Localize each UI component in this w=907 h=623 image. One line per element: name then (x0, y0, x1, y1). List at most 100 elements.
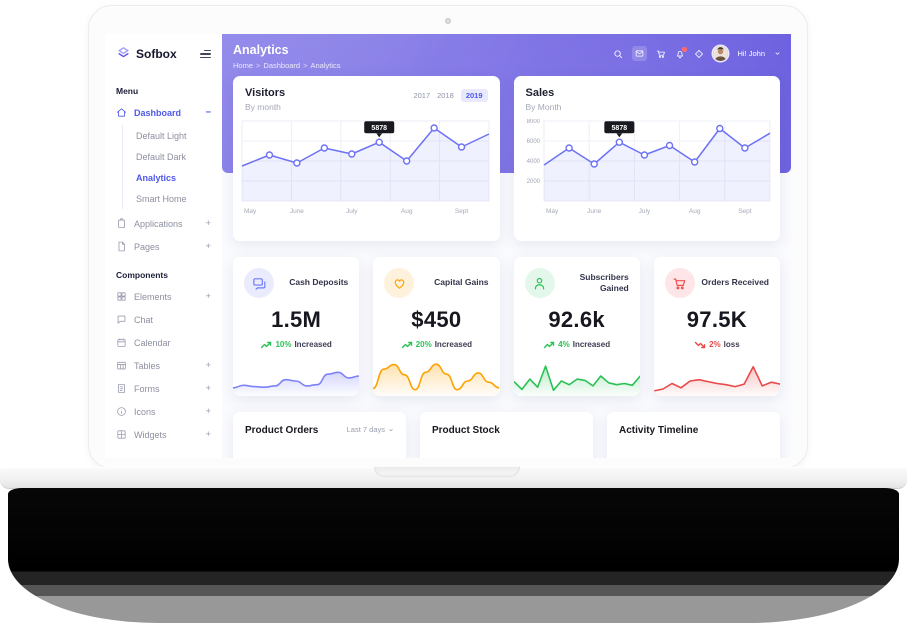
sales-line-chart: 2000 4000 6000 8000 May June July Aug Sept 5878 (526, 119, 770, 215)
user-menu-chevron[interactable] (774, 50, 781, 57)
sidebar-item-label: Dashboard (134, 107, 182, 118)
breadcrumb-dashboard[interactable]: Dashboard (263, 61, 301, 70)
header-icons: Hi! John (613, 46, 781, 61)
breadcrumb-separator: > (256, 61, 261, 70)
sidebar-subitem-analytics[interactable]: Analytics (136, 172, 177, 183)
sidebar-item-label: Tables (134, 360, 161, 371)
sidebar-collapse-icon[interactable] (200, 47, 211, 60)
sidebar-item-dashboard[interactable]: Dashboard − (105, 101, 222, 124)
user-greeting[interactable]: Hi! John (737, 49, 765, 58)
user-avatar[interactable] (713, 46, 729, 61)
svg-text:Sept: Sept (738, 208, 752, 215)
svg-text:2000: 2000 (526, 179, 540, 185)
toggle-plus-icon: + (205, 218, 211, 229)
cart-button[interactable] (656, 49, 666, 59)
svg-text:May: May (546, 208, 559, 215)
toggle-plus-icon: + (205, 360, 211, 371)
chart-card-sales: Sales By Month 2000 4000 6000 8000 May June July… (513, 76, 780, 241)
laptop-base (0, 467, 907, 489)
sofbox-logo-icon (116, 45, 131, 63)
stat-card-cash-deposits: Cash Deposits 1.5M 10% Increased (233, 257, 360, 396)
date-range-label: Last 7 days (346, 425, 385, 434)
mail-button[interactable] (632, 46, 648, 61)
stat-sparkline (373, 358, 500, 396)
sidebar-item-pages[interactable]: Pages + (105, 235, 222, 258)
laptop-shadow (8, 488, 899, 623)
sidebar-submenu: Default Light Default Dark Analytics Smart … (122, 125, 222, 209)
year-filter-2019[interactable]: 2019 (460, 89, 488, 102)
sidebar-item-tables[interactable]: Tables + (105, 354, 222, 377)
search-button[interactable] (613, 49, 623, 59)
dashboard-content: Visitors By month 2017 2018 2019 May June July A… (233, 76, 780, 458)
delta-percent: 2% (709, 340, 721, 349)
bell-button[interactable] (675, 47, 687, 59)
sidebar-item-elements[interactable]: Elements + (105, 285, 222, 308)
breadcrumb: Home > Dashboard > Analytics (233, 61, 341, 70)
laptop-lid-notch (374, 467, 520, 477)
page-title: Analytics (233, 43, 289, 57)
cart-icon (657, 50, 666, 58)
chart-tooltip: 5878 (603, 121, 634, 138)
chat-bubble-icon (252, 277, 265, 290)
breadcrumb-analytics[interactable]: Analytics (310, 61, 341, 70)
sidebar-item-label: Applications (134, 218, 183, 229)
brand-name: Sofbox (136, 47, 177, 61)
stat-delta: 20% Increased (373, 340, 499, 349)
bottom-card-title: Activity Timeline (619, 425, 699, 436)
user-icon (534, 277, 545, 289)
delta-text: Increased (572, 340, 611, 349)
sidebar: Sofbox Menu Dashboard − Default Light Defaul… (105, 34, 222, 458)
sidebar-item-forms[interactable]: Forms + (105, 377, 222, 400)
chart-subtitle: By Month (525, 102, 562, 112)
svg-text:5878: 5878 (611, 125, 627, 132)
pages-icon (118, 241, 125, 252)
sidebar-item-icons[interactable]: Icons + (105, 400, 222, 423)
locate-icon (695, 49, 704, 58)
sidebar-section-label: Menu (116, 86, 139, 96)
stat-card-orders-received: Orders Received 97.5K 2% loss (653, 257, 780, 396)
date-range-dropdown[interactable]: Last 7 days (347, 425, 394, 434)
dashboard-screen: Sofbox Menu Dashboard − Default Light Defaul… (105, 34, 791, 458)
sidebar-item-calendar[interactable]: Calendar (105, 331, 222, 354)
stat-delta: 4% Increased (514, 340, 640, 349)
svg-text:5878: 5878 (371, 125, 387, 132)
sidebar-item-label: Icons (134, 406, 156, 417)
svg-text:Sept: Sept (455, 208, 469, 215)
locate-button[interactable] (694, 49, 704, 59)
sidebar-subitem-default-dark[interactable]: Default Dark (136, 151, 187, 162)
year-filter-2017[interactable]: 2017 (413, 91, 431, 100)
chart-title: Sales (525, 87, 555, 99)
clipboard-icon (118, 218, 125, 229)
laptop-bezel: Sofbox Menu Dashboard − Default Light Defaul… (88, 5, 808, 469)
mail-icon (636, 50, 644, 57)
brand-logo[interactable]: Sofbox (116, 45, 177, 63)
svg-text:June: June (587, 208, 601, 215)
delta-percent: 20% (415, 340, 432, 349)
sidebar-item-widgets[interactable]: Widgets + (105, 423, 222, 446)
sidebar-item-chat[interactable]: Chat (105, 308, 222, 331)
sidebar-subitem-smart-home[interactable]: Smart Home (136, 193, 187, 204)
delta-text: loss (723, 340, 740, 349)
svg-text:July: July (346, 208, 358, 215)
sidebar-item-label: Pages (134, 241, 160, 252)
stat-sparkline (233, 358, 360, 396)
breadcrumb-home[interactable]: Home (233, 61, 254, 70)
stat-card-subscribers-gained: Subscribers Gained 92.6k 4% Increased (513, 257, 640, 396)
sofbox-cube-icon (118, 47, 129, 58)
header-titles: Analytics Home > Dashboard > Analytics (233, 43, 341, 70)
year-filter-2018[interactable]: 2018 (437, 91, 454, 100)
charts-row: Visitors By month 2017 2018 2019 May June July A… (233, 76, 780, 241)
heart-icon (394, 278, 405, 289)
sidebar-item-applications[interactable]: Applications + (105, 212, 222, 235)
chart-card-heading: Visitors By month (245, 87, 285, 112)
sidebar-subitem-default-light[interactable]: Default Light (136, 130, 187, 141)
chart-card-visitors: Visitors By month 2017 2018 2019 May June July A… (233, 76, 500, 241)
sidebar-item-label: Forms (134, 383, 160, 394)
icons-icon (117, 407, 126, 416)
stat-label: Orders Received (701, 277, 769, 288)
tables-icon (117, 361, 126, 370)
brand-row: Sofbox (105, 34, 222, 74)
sidebar-item-label: Elements (134, 291, 172, 302)
search-icon (614, 49, 623, 58)
